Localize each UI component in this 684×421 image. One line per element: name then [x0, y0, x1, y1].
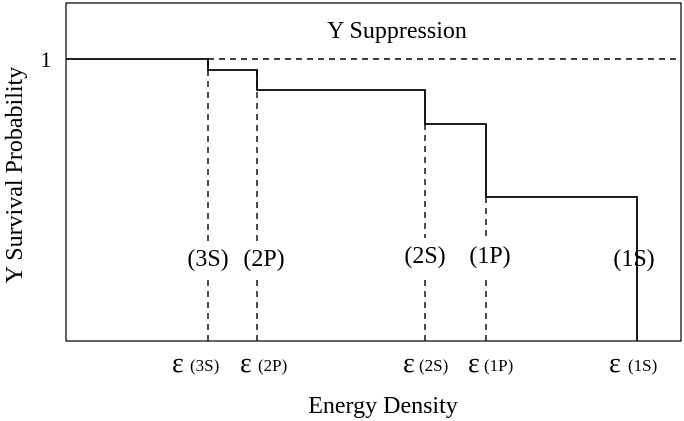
state-label-1s: (1S)	[613, 246, 654, 272]
threshold-label-2s: ε (2S)	[403, 348, 448, 379]
y-tick-label: 1	[41, 47, 52, 72]
diagram-title: Y Suppression	[327, 18, 467, 44]
threshold-subscript: (1P)	[484, 356, 513, 375]
threshold-subscript: (2S)	[419, 356, 448, 375]
threshold-label-2p: ε (2P)	[240, 348, 287, 379]
threshold-subscript: (1S)	[628, 356, 657, 375]
state-label-1p: (1P)	[469, 243, 510, 269]
state-label-2s: (2S)	[404, 243, 445, 269]
plot-frame	[65, 2, 682, 342]
state-label-2p: (2P)	[243, 246, 284, 272]
epsilon-symbol: ε	[609, 348, 621, 379]
epsilon-symbol: ε	[240, 348, 252, 379]
survival-step-curve	[66, 58, 638, 341]
threshold-label-3s: ε (3S)	[172, 348, 219, 379]
threshold-label-1s: ε (1S)	[609, 348, 657, 379]
threshold-subscript: (3S)	[190, 356, 219, 375]
y-axis-label: Y Survival Probability	[2, 67, 28, 283]
epsilon-symbol: ε	[172, 348, 184, 379]
epsilon-symbol: ε	[403, 348, 415, 379]
state-label-3s: (3S)	[187, 246, 228, 272]
epsilon-symbol: ε	[468, 348, 480, 379]
x-axis-label: Energy Density	[308, 393, 458, 419]
threshold-subscript: (2P)	[258, 356, 287, 375]
threshold-label-1p: ε (1P)	[468, 348, 513, 379]
